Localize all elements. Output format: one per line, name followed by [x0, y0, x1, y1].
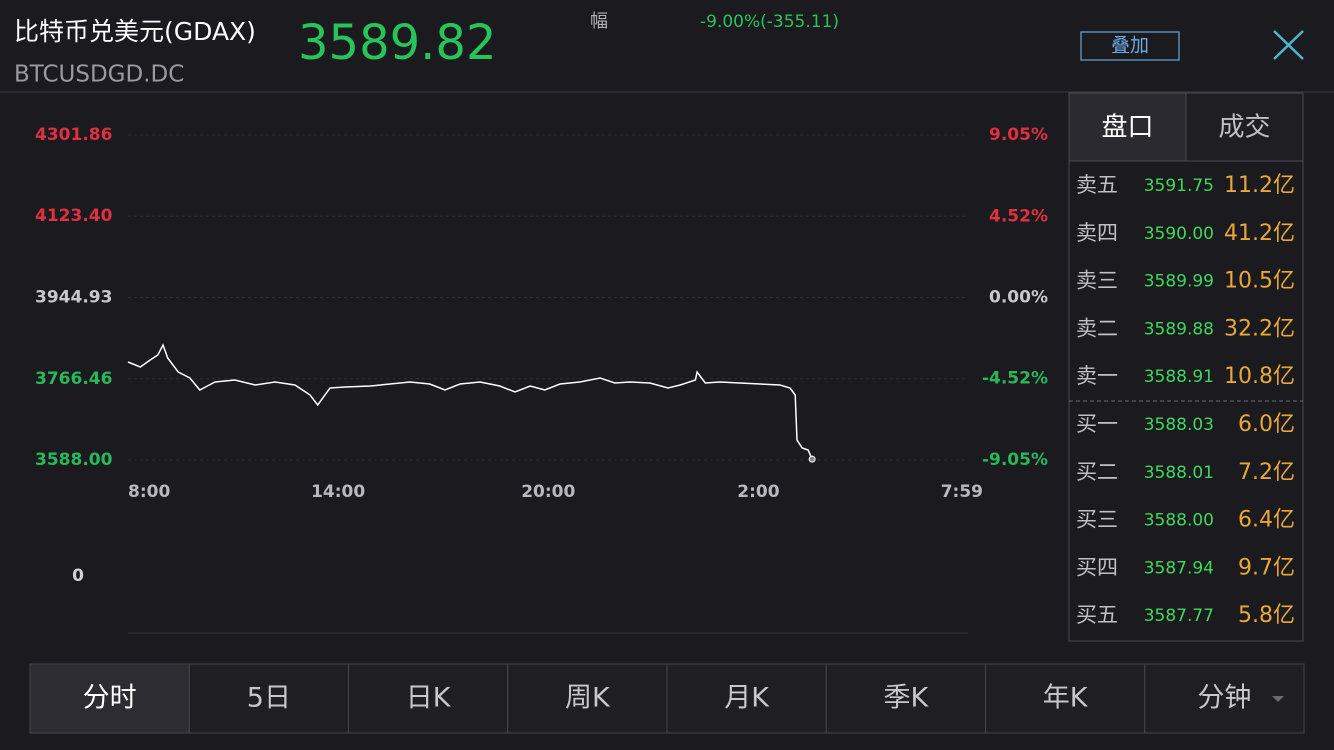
y2-tick-label: 9.05%	[989, 125, 1048, 145]
order-price: 3587.77	[1144, 606, 1214, 626]
order-side-label: 买三	[1076, 508, 1118, 532]
period-tab-label[interactable]: 5日	[247, 683, 291, 714]
order-book-tab[interactable]	[1185, 92, 1304, 162]
order-side-label: 卖二	[1076, 316, 1118, 340]
order-price: 3590.00	[1144, 224, 1214, 244]
period-tab-label[interactable]: 周K	[565, 683, 611, 714]
order-volume: 41.2亿	[1224, 221, 1295, 246]
change-value: -9.00%(-355.11)	[700, 12, 839, 32]
y-tick-label: 3588.00	[35, 450, 113, 470]
period-tabs: 分时 5日 日K 周K 月K 季K 年K 分钟	[29, 663, 1305, 734]
x-tick-label: 2:00	[737, 482, 779, 502]
order-volume: 11.2亿	[1224, 173, 1295, 198]
order-book-tab[interactable]	[1068, 92, 1187, 162]
y-tick-label: 4301.86	[35, 125, 112, 145]
order-price: 3587.94	[1144, 558, 1214, 578]
order-volume: 32.2亿	[1224, 316, 1295, 341]
x-tick-label: 7:59	[941, 482, 983, 502]
order-side-label: 买二	[1076, 460, 1118, 484]
order-price: 3588.03	[1144, 415, 1214, 435]
order-side-label: 卖一	[1076, 364, 1118, 388]
last-price: 3589.82	[298, 15, 497, 71]
order-side-label: 卖三	[1076, 269, 1118, 293]
x-tick-label: 20:00	[521, 482, 575, 502]
order-side-label: 卖四	[1076, 221, 1118, 245]
period-tab-label[interactable]: 分时	[83, 683, 137, 714]
order-price: 3589.99	[1144, 272, 1214, 292]
period-tab[interactable]	[825, 663, 986, 734]
order-volume: 5.8亿	[1238, 603, 1295, 628]
close-button[interactable]	[1273, 30, 1304, 60]
order-side-label: 买一	[1076, 412, 1118, 436]
change-label: 幅	[590, 11, 608, 32]
order-price: 3588.91	[1144, 367, 1214, 387]
period-tab-label[interactable]: 日K	[406, 683, 452, 714]
period-tab[interactable]	[188, 663, 349, 734]
last-price-dot	[808, 455, 816, 463]
period-tab[interactable]	[507, 663, 668, 734]
overlay-button[interactable]	[1080, 31, 1180, 61]
y2-tick-label: 4.52%	[989, 206, 1048, 226]
volume-axis-label: 0	[72, 566, 84, 586]
order-price: 3588.01	[1144, 463, 1214, 483]
period-tab[interactable]	[29, 663, 190, 734]
instrument-code: BTCUSDGD.DC	[14, 62, 184, 88]
order-price: 3589.88	[1144, 319, 1214, 339]
order-book-tab-label[interactable]: 盘口	[1101, 113, 1153, 143]
order-volume: 10.8亿	[1224, 364, 1295, 389]
order-volume: 10.5亿	[1224, 269, 1295, 294]
y2-tick-label: 0.00%	[989, 288, 1048, 308]
y-tick-label: 3766.46	[35, 369, 112, 389]
order-side-label: 买四	[1076, 555, 1118, 579]
order-volume: 6.0亿	[1238, 412, 1295, 437]
dropdown-caret[interactable]	[1272, 696, 1284, 702]
order-price: 3591.75	[1144, 176, 1214, 196]
price-line	[127, 343, 813, 460]
y2-tick-label: -4.52%	[982, 369, 1048, 389]
period-tab-label[interactable]: 分钟	[1197, 683, 1251, 714]
x-tick-label: 8:00	[128, 482, 170, 502]
y-tick-label: 4123.40	[35, 206, 113, 226]
order-volume: 7.2亿	[1238, 460, 1295, 485]
y-tick-label: 3944.93	[35, 288, 112, 308]
period-tab-label[interactable]: 月K	[724, 683, 770, 714]
y2-tick-label: -9.05%	[982, 450, 1048, 470]
intraday-chart: 4301.86 4123.40 3944.93 3766.46 3588.00 9.05%…	[35, 125, 1048, 502]
overlay-button-label[interactable]: 叠加	[1111, 35, 1149, 57]
period-tab-label[interactable]: 季K	[884, 683, 930, 714]
period-tab[interactable]	[348, 663, 509, 734]
order-volume: 6.4亿	[1238, 508, 1295, 533]
instrument-name: 比特币兑美元(GDAX)	[14, 17, 256, 46]
period-tab[interactable]	[666, 663, 827, 734]
order-price: 3588.00	[1144, 511, 1214, 531]
order-volume: 9.7亿	[1238, 555, 1295, 580]
order-side-label: 卖五	[1076, 173, 1118, 197]
order-side-label: 买五	[1076, 603, 1118, 627]
order-book-tab-label[interactable]: 成交	[1218, 113, 1270, 143]
x-tick-label: 14:00	[311, 482, 365, 502]
period-tab-label[interactable]: 年K	[1043, 683, 1089, 714]
